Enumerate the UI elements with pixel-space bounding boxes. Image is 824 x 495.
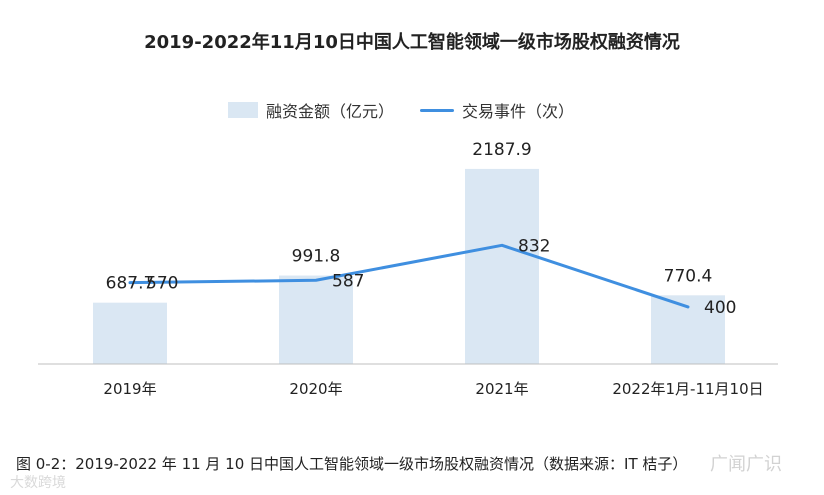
bar-label-1: 991.8 bbox=[292, 247, 341, 267]
legend-line-label: 交易事件（次） bbox=[462, 102, 575, 121]
line-series bbox=[128, 243, 690, 309]
bar-2 bbox=[465, 168, 539, 364]
line-label-3: 400 bbox=[704, 298, 736, 318]
figure-caption: 图 0-2：2019-2022 年 11 月 10 日中国人工智能领域一级市场股… bbox=[16, 455, 688, 473]
watermark-left: 大数跨境 bbox=[10, 475, 66, 491]
line-label-2: 832 bbox=[518, 236, 550, 256]
line-label-1: 587 bbox=[332, 271, 364, 291]
bar-label-0: 687.7 bbox=[106, 274, 155, 294]
legend-bar-swatch bbox=[228, 102, 258, 118]
chart-legend: 融资金额（亿元） 交易事件（次） bbox=[0, 98, 824, 122]
bar-label-3: 770.4 bbox=[664, 266, 713, 286]
x-tick-label-3: 2022年1月-11月10日 bbox=[612, 380, 763, 398]
x-tick-label-0: 2019年 bbox=[103, 380, 156, 398]
x-tick-label-2: 2021年 bbox=[475, 380, 528, 398]
x-tick-label-1: 2020年 bbox=[289, 380, 342, 398]
chart-title: 2019-2022年11月10日中国人工智能领域一级市场股权融资情况 bbox=[144, 32, 680, 53]
legend-item-line: 交易事件（次） bbox=[420, 98, 574, 122]
bar-0 bbox=[93, 302, 167, 364]
bar-1 bbox=[279, 275, 353, 364]
bar-label-2: 2187.9 bbox=[472, 140, 531, 160]
legend-bar-label: 融资金额（亿元） bbox=[266, 102, 395, 121]
line-label-0: 570 bbox=[146, 274, 178, 294]
watermark-right: 广闻广识 bbox=[710, 454, 782, 475]
legend-item-bar: 融资金额（亿元） bbox=[228, 98, 394, 122]
legend-line-swatch bbox=[420, 108, 454, 112]
